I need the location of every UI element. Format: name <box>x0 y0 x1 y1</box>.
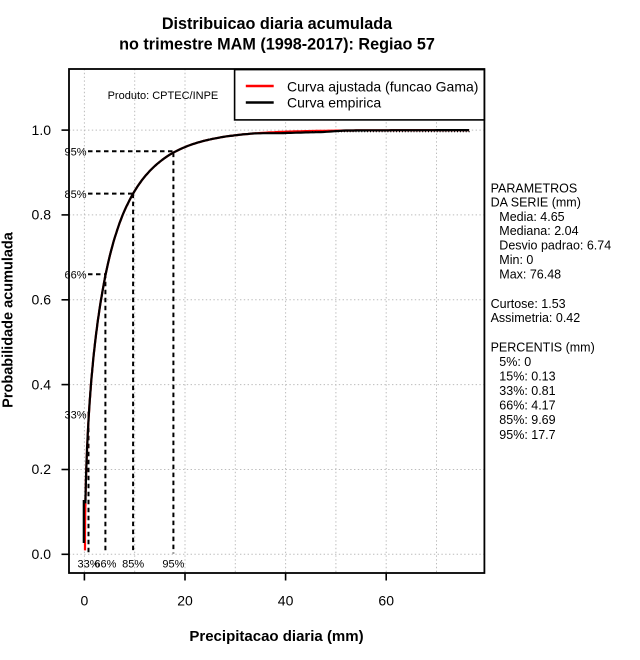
svg-text:40: 40 <box>278 593 294 609</box>
svg-text:33%: 33% <box>64 410 86 422</box>
svg-text:20: 20 <box>177 593 193 609</box>
svg-text:66%: 66% <box>64 270 86 282</box>
svg-text:0.2: 0.2 <box>32 461 52 477</box>
svg-text:1.0: 1.0 <box>32 122 52 138</box>
svg-text:PARAMETROS: PARAMETROS <box>491 182 578 196</box>
svg-text:5%: 0: 5%: 0 <box>499 355 531 369</box>
svg-text:95%: 17.7: 95%: 17.7 <box>499 428 555 442</box>
svg-text:Curtose: 1.53: Curtose: 1.53 <box>491 297 566 311</box>
svg-text:Media: 4.65: Media: 4.65 <box>499 210 564 224</box>
svg-text:33%: 33% <box>77 559 99 571</box>
svg-text:no trimestre MAM (1998-2017):: no trimestre MAM (1998-2017): Regiao 57 <box>119 35 435 53</box>
svg-text:60: 60 <box>378 593 394 609</box>
svg-text:PERCENTIS (mm): PERCENTIS (mm) <box>491 340 595 354</box>
svg-text:Produto: CPTEC/INPE: Produto: CPTEC/INPE <box>108 90 219 102</box>
svg-text:Desvio padrao: 6.74: Desvio padrao: 6.74 <box>499 239 611 253</box>
svg-text:Precipitacao diaria (mm): Precipitacao diaria (mm) <box>189 628 363 645</box>
svg-text:DA SERIE (mm): DA SERIE (mm) <box>491 196 581 210</box>
svg-text:Max: 76.48: Max: 76.48 <box>499 267 561 281</box>
svg-text:85%: 85% <box>122 559 144 571</box>
svg-text:0.6: 0.6 <box>32 292 52 308</box>
svg-text:Distribuicao diaria acumulada: Distribuicao diaria acumulada <box>162 15 393 33</box>
svg-text:85%: 9.69: 85%: 9.69 <box>499 413 555 427</box>
svg-text:Mediana: 2.04: Mediana: 2.04 <box>499 224 578 238</box>
svg-text:Probabilidade acumulada: Probabilidade acumulada <box>0 231 16 408</box>
svg-text:Curva ajustada (funcao Gama): Curva ajustada (funcao Gama) <box>287 78 478 94</box>
svg-text:33%: 0.81: 33%: 0.81 <box>499 384 555 398</box>
svg-text:85%: 85% <box>64 189 86 201</box>
svg-text:0.0: 0.0 <box>32 546 52 562</box>
svg-text:95%: 95% <box>162 559 184 571</box>
svg-text:Curva empirica: Curva empirica <box>287 95 381 111</box>
svg-text:66%: 66% <box>94 559 116 571</box>
svg-text:0.4: 0.4 <box>32 376 52 392</box>
svg-text:66%: 4.17: 66%: 4.17 <box>499 398 555 412</box>
svg-text:Min: 0: Min: 0 <box>499 253 533 267</box>
svg-text:0: 0 <box>81 593 89 609</box>
svg-text:95%: 95% <box>64 147 86 159</box>
svg-text:Assimetria: 0.42: Assimetria: 0.42 <box>491 311 581 325</box>
svg-text:15%: 0.13: 15%: 0.13 <box>499 369 555 383</box>
svg-text:0.8: 0.8 <box>32 207 52 223</box>
